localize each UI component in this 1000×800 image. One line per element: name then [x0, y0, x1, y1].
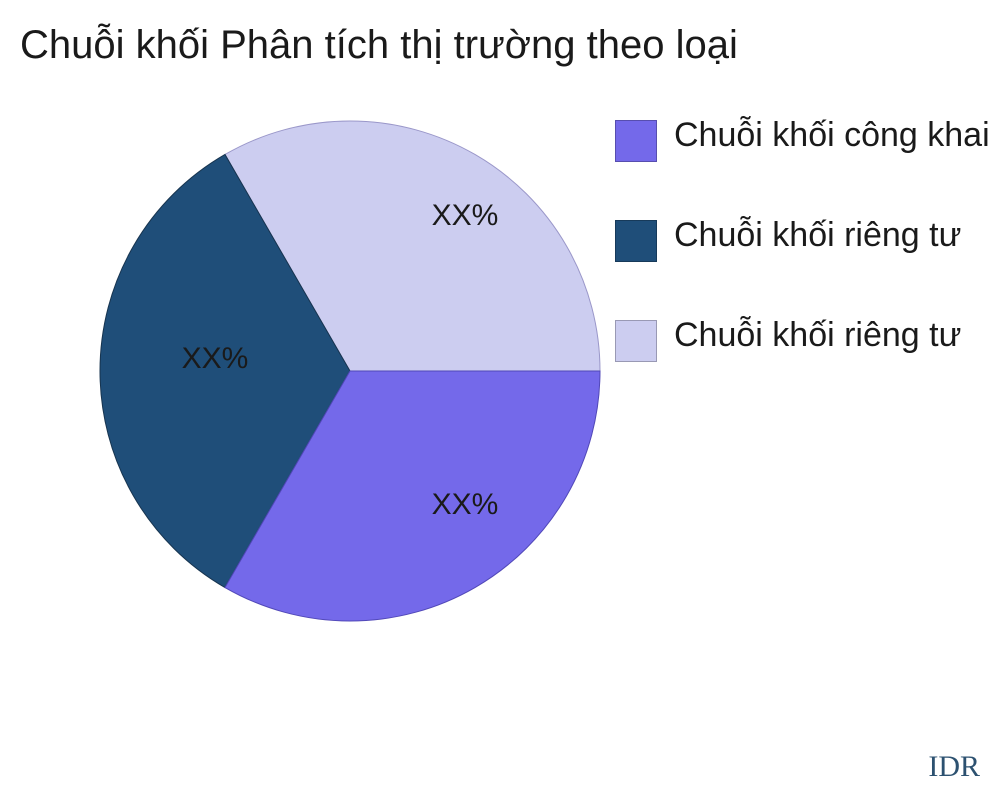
- svg-text:XX%: XX%: [432, 199, 499, 232]
- svg-text:XX%: XX%: [182, 342, 249, 375]
- svg-text:XX%: XX%: [432, 488, 499, 521]
